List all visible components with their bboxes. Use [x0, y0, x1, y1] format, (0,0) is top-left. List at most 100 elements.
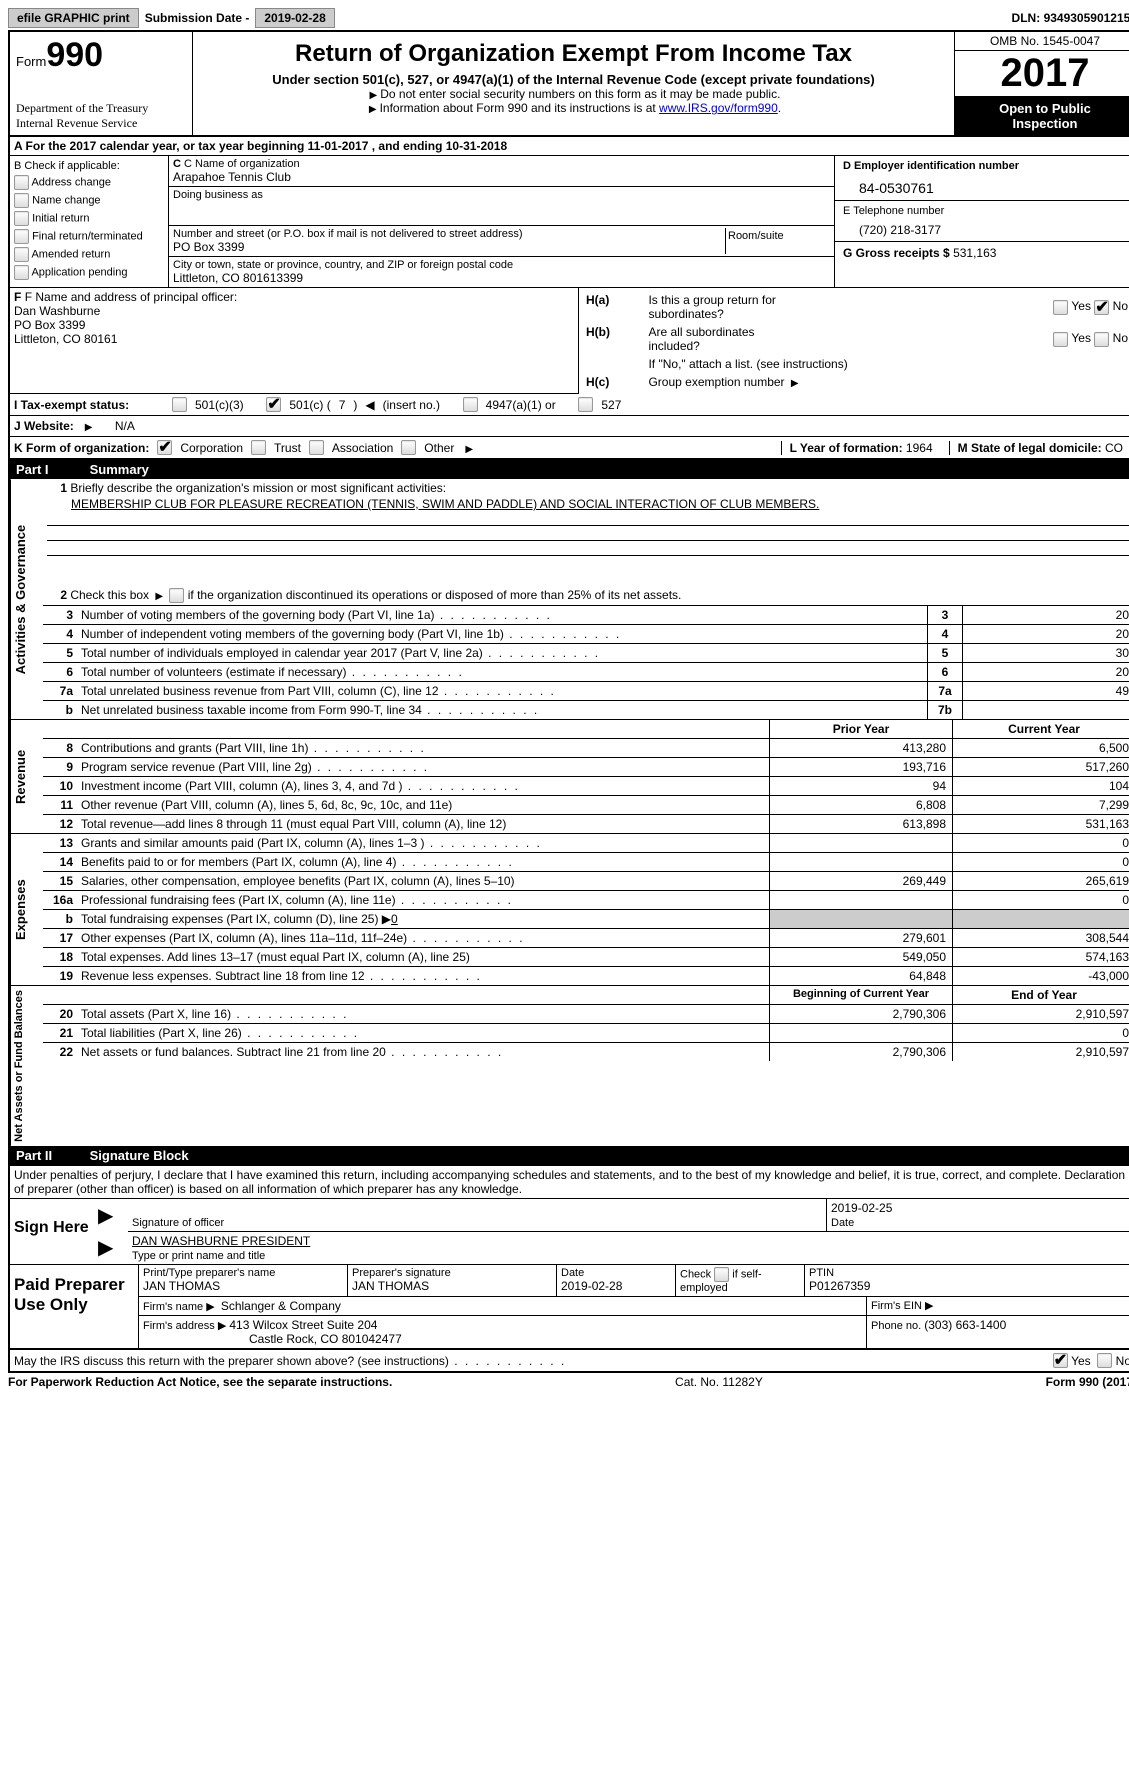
line-20-desc: Total assets (Part X, line 16)	[77, 1005, 769, 1023]
line-22-desc: Net assets or fund balances. Subtract li…	[77, 1043, 769, 1061]
firm-phone: (303) 663-1400	[924, 1318, 1006, 1332]
check-4947[interactable]	[463, 397, 478, 412]
check-name-change[interactable]	[14, 193, 29, 208]
line-12-cy: 531,163	[952, 815, 1129, 833]
line-7a-desc: Total unrelated business revenue from Pa…	[77, 682, 927, 700]
address-label: Number and street (or P.O. box if mail i…	[173, 228, 725, 240]
line-14-py	[769, 853, 952, 871]
check-trust[interactable]	[251, 440, 266, 455]
org-name-label: C C Name of organization	[173, 158, 830, 170]
line-14-cy: 0	[952, 853, 1129, 871]
check-527[interactable]	[578, 397, 593, 412]
check-ha-yes[interactable]	[1053, 300, 1068, 315]
sig-date: 2019-02-25	[831, 1201, 1129, 1215]
line-k-form-org: K Form of organization: Corporation Trus…	[8, 437, 1129, 460]
line-21-eoy: 0	[952, 1024, 1129, 1042]
check-discuss-no[interactable]	[1097, 1353, 1112, 1368]
paid-preparer-section: Paid Preparer Use Only Print/Type prepar…	[10, 1264, 1129, 1348]
paperwork-notice: For Paperwork Reduction Act Notice, see …	[8, 1375, 392, 1389]
check-amended-return[interactable]	[14, 247, 29, 262]
check-self-employed[interactable]	[714, 1267, 729, 1282]
line-11-cy: 7,299	[952, 796, 1129, 814]
check-final-return[interactable]	[14, 229, 29, 244]
line-16b-py	[769, 910, 952, 928]
firm-address-1: 413 Wilcox Street Suite 204	[229, 1318, 377, 1332]
header-center: Return of Organization Exempt From Incom…	[193, 32, 954, 135]
dln: DLN: 93493059012159	[1012, 11, 1129, 25]
ssn-note: Do not enter social security numbers on …	[203, 87, 944, 101]
officer-name: DAN WASHBURNE PRESIDENT	[132, 1234, 1129, 1248]
line-9-desc: Program service revenue (Part VIII, line…	[77, 758, 769, 776]
line-9-cy: 517,260	[952, 758, 1129, 776]
check-ha-no[interactable]	[1094, 300, 1109, 315]
line-13-py	[769, 834, 952, 852]
preparer-signature: JAN THOMAS	[352, 1279, 552, 1293]
line-21-desc: Total liabilities (Part X, line 26)	[77, 1024, 769, 1042]
check-501c[interactable]	[266, 397, 281, 412]
line-10-desc: Investment income (Part VIII, column (A)…	[77, 777, 769, 795]
check-association[interactable]	[309, 440, 324, 455]
expenses-section: Expenses 13Grants and similar amounts pa…	[8, 834, 1129, 986]
line-12-desc: Total revenue—add lines 8 through 11 (mu…	[77, 815, 769, 833]
line-13-cy: 0	[952, 834, 1129, 852]
check-hb-yes[interactable]	[1053, 332, 1068, 347]
revenue-section: Revenue Prior YearCurrent Year 8Contribu…	[8, 720, 1129, 834]
check-application-pending[interactable]	[14, 265, 29, 280]
check-501c3[interactable]	[172, 397, 187, 412]
preparer-name: JAN THOMAS	[143, 1279, 343, 1293]
check-discuss-yes[interactable]	[1053, 1353, 1068, 1368]
line-12-py: 613,898	[769, 815, 952, 833]
top-bar: efile GRAPHIC print Submission Date - 20…	[8, 8, 1129, 28]
sig-date-label: Date	[831, 1217, 854, 1229]
header-left: Form990 Department of the Treasury Inter…	[10, 32, 193, 135]
officer-sig-label: Signature of officer	[132, 1217, 224, 1229]
line-17-cy: 308,544	[952, 929, 1129, 947]
col-prior-year: Prior Year	[769, 720, 952, 738]
section-fh: F F Name and address of principal office…	[8, 288, 1129, 394]
check-initial-return[interactable]	[14, 211, 29, 226]
paid-preparer-label: Paid Preparer Use Only	[10, 1265, 138, 1348]
box-h-group: H(a) Is this a group return forsubordina…	[579, 288, 1129, 394]
line-3-val: 20	[962, 606, 1129, 624]
box-b-checks: B Check if applicable: Address change Na…	[10, 156, 169, 287]
line-8-py: 413,280	[769, 739, 952, 757]
line-19-cy: -43,000	[952, 967, 1129, 985]
cat-number: Cat. No. 11282Y	[392, 1375, 1045, 1389]
line-i-tax-status: I Tax-exempt status: 501(c)(3) 501(c) ( …	[8, 394, 1129, 416]
phone-label: E Telephone number	[843, 205, 1127, 217]
col-eoy: End of Year	[952, 986, 1129, 1004]
ptin-value: P01267359	[809, 1279, 1129, 1293]
check-other[interactable]	[401, 440, 416, 455]
line-9-py: 193,716	[769, 758, 952, 776]
form-indicator: Form 990 (2017)	[1046, 1375, 1129, 1389]
check-discontinued[interactable]	[169, 588, 184, 603]
city-label: City or town, state or province, country…	[173, 259, 830, 271]
submission-date[interactable]: 2019-02-28	[255, 8, 334, 28]
submission-label: Submission Date -	[145, 11, 250, 25]
room-suite-label: Room/suite	[726, 228, 830, 254]
line-21-bcy	[769, 1024, 952, 1042]
governance-section: Activities & Governance 1 Briefly descri…	[8, 479, 1129, 720]
header-right: OMB No. 1545-0047 2017 Open to PublicIns…	[954, 32, 1129, 135]
check-address-change[interactable]	[14, 175, 29, 190]
row-a-tax-year: A For the 2017 calendar year, or tax yea…	[8, 137, 1129, 156]
net-assets-section: Net Assets or Fund Balances Beginning of…	[8, 986, 1129, 1146]
form-header: Form990 Department of the Treasury Inter…	[8, 30, 1129, 137]
line-14-desc: Benefits paid to or for members (Part IX…	[77, 853, 769, 871]
line-18-cy: 574,163	[952, 948, 1129, 966]
line-11-desc: Other revenue (Part VIII, column (A), li…	[77, 796, 769, 814]
line-15-desc: Salaries, other compensation, employee b…	[77, 872, 769, 890]
form-subtitle: Under section 501(c), 527, or 4947(a)(1)…	[203, 72, 944, 87]
check-hb-no[interactable]	[1094, 332, 1109, 347]
part-1-header: Part I Summary	[8, 460, 1129, 479]
line-5-desc: Total number of individuals employed in …	[77, 644, 927, 662]
line-17-desc: Other expenses (Part IX, column (A), lin…	[77, 929, 769, 947]
irs-link[interactable]: www.IRS.gov/form990	[659, 101, 778, 115]
line-6-val: 20	[962, 663, 1129, 681]
check-corporation[interactable]	[157, 440, 172, 455]
ein-value: 84-0530761	[843, 172, 1127, 196]
dept-irs: Internal Revenue Service	[16, 116, 186, 131]
efile-button[interactable]: efile GRAPHIC print	[8, 8, 139, 28]
col-current-year: Current Year	[952, 720, 1129, 738]
line-7b-desc: Net unrelated business taxable income fr…	[77, 701, 927, 719]
